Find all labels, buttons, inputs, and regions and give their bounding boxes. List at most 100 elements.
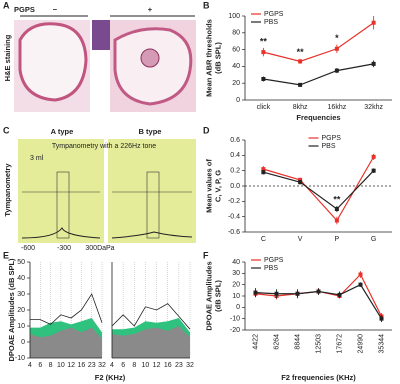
group-label: PGPS — [14, 5, 35, 14]
legend-label: PGPS — [264, 11, 284, 18]
y-tick-label: 100 — [228, 13, 240, 20]
line — [263, 156, 375, 222]
y-tick-label: 0.2 — [230, 168, 240, 175]
y-tick-label: 0 — [236, 304, 240, 311]
x-tick-label: 32 — [186, 362, 194, 369]
histology-inset — [92, 20, 110, 50]
tymp-title: Tympanometry with a 226Hz tone — [52, 143, 156, 150]
y-tick-label: 30 — [17, 291, 25, 298]
x-tick-label: 6264 — [273, 334, 280, 350]
legend-label: PBS — [264, 19, 278, 26]
marker — [371, 61, 376, 66]
marker — [261, 170, 266, 175]
marker — [316, 289, 321, 294]
x-tick-label: 16 — [164, 362, 172, 369]
tymp-volume: 3 ml — [30, 155, 44, 162]
x-tick-label: 17672 — [336, 334, 343, 354]
legend-label: PGPS — [322, 135, 342, 142]
y-tick-label: 20 — [232, 80, 240, 87]
y-axis-label: DPOAE Amplitudes — [204, 261, 213, 330]
legend-label: PBS — [322, 143, 336, 150]
y-tick-label: -0.6 — [228, 229, 240, 236]
tymp-xtick: -600 — [21, 245, 35, 252]
y-tick-label: 40 — [232, 259, 240, 266]
panel-letter: D — [203, 125, 210, 135]
tissue — [140, 48, 160, 68]
marker — [371, 168, 376, 173]
stain-label: H&E staining — [3, 34, 12, 81]
marker — [298, 59, 303, 64]
annotation: * — [335, 33, 339, 43]
marker — [371, 20, 376, 25]
marker — [253, 290, 258, 295]
x-tick-label: 6 — [121, 362, 125, 369]
x-tick-label: V — [298, 236, 303, 243]
plus-label: + — [148, 5, 153, 14]
y-tick-label: 60 — [232, 46, 240, 53]
y-tick-label: 20 — [232, 282, 240, 289]
y-axis-label: (dB SPL) — [213, 42, 222, 74]
tymp-curve — [21, 227, 101, 239]
marker — [358, 272, 363, 277]
x-tick-label: 8 — [132, 362, 136, 369]
panel-letter: F — [203, 250, 209, 260]
line — [30, 293, 103, 325]
x-tick-label: 32khz — [364, 104, 383, 111]
tymp-xtick: -300 — [57, 245, 71, 252]
tissue — [18, 22, 88, 102]
marker — [261, 77, 266, 81]
x-tick-label: 16 — [78, 362, 86, 369]
marker — [358, 282, 363, 287]
tymp-screen — [108, 139, 196, 243]
x-tick-label: 8khz — [293, 104, 308, 111]
y-tick-label: 40 — [232, 63, 240, 70]
x-tick-label: 12 — [67, 362, 75, 369]
y-axis-label: DPOAE Amplitudes (dB SPL) — [7, 258, 16, 362]
x-tick-label: C — [261, 236, 266, 243]
y-tick-label: 10 — [17, 323, 25, 330]
x-tick-label: 12503 — [315, 334, 322, 354]
annotation: ** — [260, 36, 268, 46]
x-tick-label: 4 — [28, 362, 32, 369]
marker — [334, 46, 339, 51]
marker — [261, 50, 266, 55]
y-axis-label: Mean ABR thresholds — [204, 19, 213, 97]
x-axis-label: Frequencies — [296, 113, 340, 122]
marker — [298, 180, 303, 185]
marker — [337, 292, 342, 297]
y-axis-label: C, V, P, G — [213, 170, 222, 202]
y-tick-label: 0.0 — [230, 183, 240, 190]
x-tick-label: 4 — [110, 362, 114, 369]
x-tick-label: 16khz — [328, 104, 347, 111]
panel-letter: B — [203, 0, 210, 10]
minus-label: − — [53, 5, 58, 14]
panel-letter: A — [3, 0, 10, 10]
x-axis-label: F2 frequencies (KHz) — [281, 373, 356, 382]
x-tick-label: 32 — [98, 362, 106, 369]
x-tick-label: G — [371, 236, 376, 243]
y-tick-label: 20 — [17, 307, 25, 314]
y-tick-label: -0.2 — [228, 198, 240, 205]
x-tick-label: 8 — [49, 362, 53, 369]
y-tick-label: 10 — [232, 293, 240, 300]
panel-letter: E — [3, 250, 9, 260]
line — [111, 303, 191, 330]
legend-label: PBS — [264, 265, 278, 272]
area — [30, 327, 102, 358]
type-label: B type — [139, 127, 162, 136]
y-tick-label: 0 — [21, 339, 25, 346]
y-tick-label: -20 — [230, 327, 240, 334]
y-axis-label: (dB SPL) — [213, 280, 222, 312]
marker — [334, 218, 339, 223]
x-tick-label: 23 — [175, 362, 183, 369]
marker — [298, 82, 303, 87]
x-tick-label: 4422 — [252, 334, 259, 350]
tymp-screen — [18, 139, 104, 243]
y-tick-label: 80 — [232, 30, 240, 37]
x-tick-label: 24990 — [357, 334, 364, 354]
panel-letter: C — [3, 125, 10, 135]
marker — [295, 291, 300, 296]
marker — [261, 167, 266, 172]
x-tick-label: 12 — [153, 362, 161, 369]
